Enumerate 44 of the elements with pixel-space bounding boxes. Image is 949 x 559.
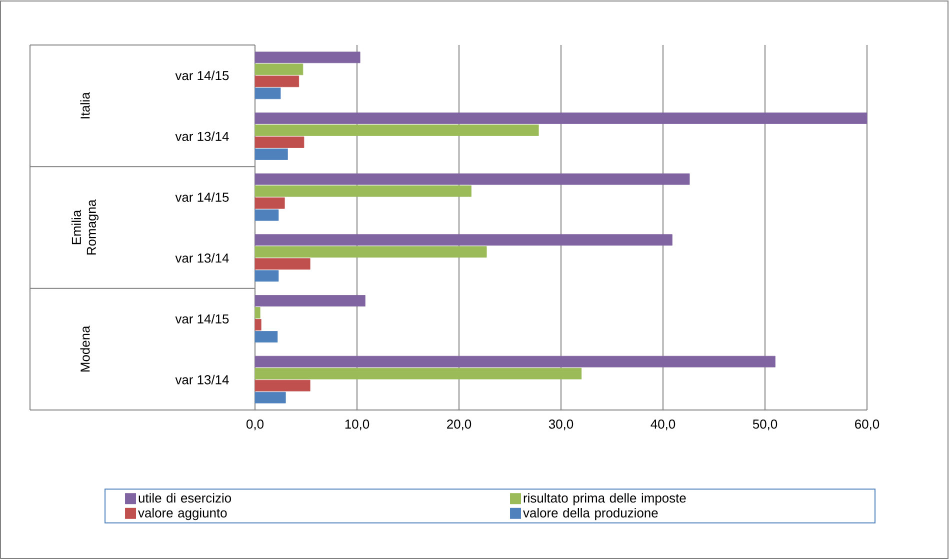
x-tick-label: 60,0: [855, 420, 880, 430]
bar: [254, 392, 286, 404]
bar: [254, 319, 262, 330]
y-tick-label: var 14/15: [175, 70, 229, 80]
bar: [254, 368, 582, 380]
x-tick-label: 40,0: [650, 420, 676, 430]
y-tick-label: var 14/15: [175, 314, 229, 324]
y-tick-label: var 13/14: [175, 253, 229, 263]
bar: [254, 173, 690, 185]
bar: [254, 380, 310, 392]
bar: [254, 136, 304, 148]
y-tick-label: var 14/15: [175, 192, 229, 202]
x-tick-label: 30,0: [548, 420, 574, 430]
y-tick-label: var 13/14: [175, 374, 229, 384]
x-tick-label: 50,0: [752, 420, 778, 430]
bar: [254, 124, 539, 136]
legend-label: valore aggiunto: [138, 508, 227, 520]
x-tick-label: 20,0: [447, 420, 472, 430]
bar: [254, 52, 360, 64]
bar: [254, 356, 776, 368]
bar: [254, 185, 472, 197]
bar: [254, 246, 487, 258]
text: Modena: [80, 326, 90, 372]
bar: [254, 64, 304, 76]
bar: [254, 112, 868, 124]
x-tick-label: 10,0: [345, 420, 370, 430]
bar: [254, 148, 288, 160]
bar: [254, 270, 279, 282]
bar: [254, 88, 281, 100]
bar: [254, 307, 260, 318]
legend-label: utile di esercizio: [138, 493, 232, 503]
bar: [254, 197, 285, 209]
y-tick-label: var 13/14: [175, 131, 229, 142]
bar: [254, 234, 672, 246]
text: Italia: [80, 92, 90, 118]
bar: [254, 209, 279, 221]
legend-label: risultato prima delle imposte: [524, 493, 686, 506]
bar: [254, 295, 366, 306]
bar: [254, 258, 310, 270]
bar: [254, 331, 278, 342]
bar: [254, 76, 300, 88]
text: Emilia Romagna: [71, 199, 99, 255]
x-tick-label: 0,0: [246, 420, 264, 430]
legend-label: valore della produzione: [523, 508, 658, 520]
